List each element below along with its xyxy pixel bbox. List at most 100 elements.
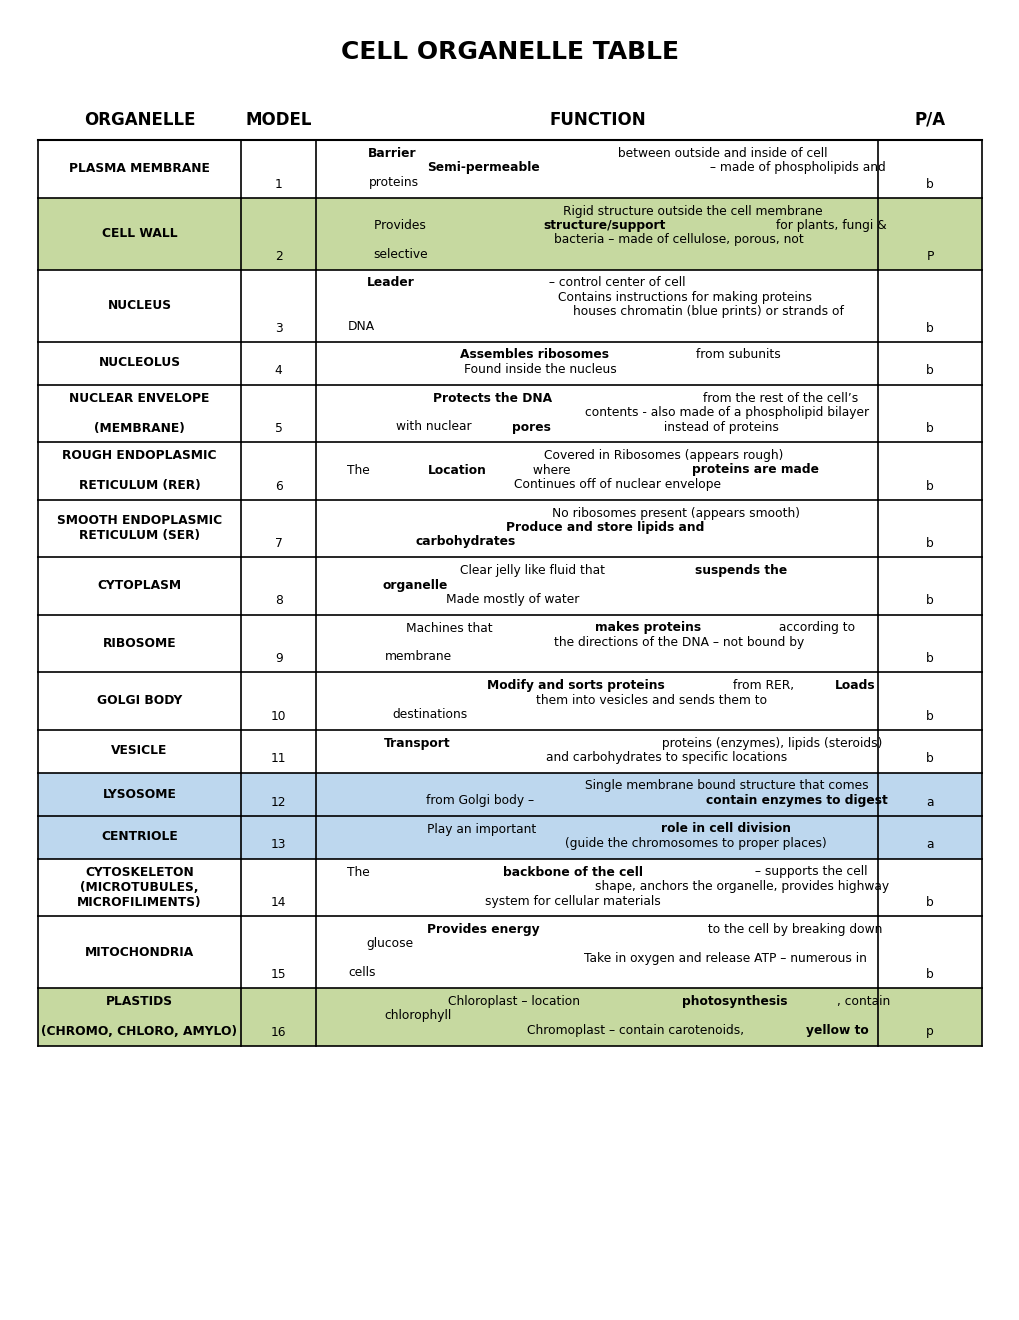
- Text: 2: 2: [274, 249, 282, 263]
- Text: Covered in Ribosomes (appears rough): Covered in Ribosomes (appears rough): [543, 449, 783, 462]
- Text: Made mostly of water: Made mostly of water: [445, 593, 579, 606]
- Text: Barrier: Barrier: [367, 147, 416, 160]
- Text: 10: 10: [271, 710, 286, 722]
- Text: The: The: [346, 463, 373, 477]
- Text: 11: 11: [271, 752, 286, 766]
- Text: 3: 3: [274, 322, 282, 334]
- Bar: [38, 100, 981, 140]
- Text: photosynthesis: photosynthesis: [681, 995, 787, 1008]
- Text: Chromoplast – contain carotenoids,: Chromoplast – contain carotenoids,: [527, 1024, 747, 1038]
- Text: makes proteins: makes proteins: [594, 622, 700, 635]
- Text: between outside and inside of cell: between outside and inside of cell: [613, 147, 826, 160]
- Text: LYSOSOME: LYSOSOME: [103, 788, 176, 800]
- Text: instead of proteins: instead of proteins: [659, 421, 779, 433]
- Text: , contain: , contain: [836, 995, 889, 1008]
- Text: (guide the chromosomes to proper places): (guide the chromosomes to proper places): [565, 837, 825, 850]
- Text: P: P: [925, 249, 932, 263]
- Text: 12: 12: [271, 796, 286, 808]
- Text: Transport: Transport: [384, 737, 450, 750]
- Bar: [38, 269, 981, 342]
- Bar: [38, 858, 981, 916]
- Bar: [38, 499, 981, 557]
- Text: ORGANELLE: ORGANELLE: [84, 111, 195, 129]
- Text: contents - also made of a phospholipid bilayer: contents - also made of a phospholipid b…: [585, 407, 869, 418]
- Text: bacteria – made of cellulose, porous, not: bacteria – made of cellulose, porous, no…: [553, 234, 803, 247]
- Text: Contains instructions for making proteins: Contains instructions for making protein…: [557, 290, 811, 304]
- Text: 13: 13: [271, 838, 286, 851]
- Text: Protects the DNA: Protects the DNA: [432, 392, 551, 404]
- Bar: [38, 140, 981, 198]
- Text: MITOCHONDRIA: MITOCHONDRIA: [85, 945, 194, 958]
- Bar: [38, 198, 981, 269]
- Text: the directions of the DNA – not bound by: the directions of the DNA – not bound by: [553, 636, 804, 649]
- Text: with nuclear: with nuclear: [395, 421, 475, 433]
- Text: Location: Location: [428, 463, 487, 477]
- Text: a: a: [925, 838, 933, 851]
- Text: Provides: Provides: [374, 219, 429, 232]
- Text: organelle: organelle: [382, 578, 448, 591]
- Text: carbohydrates: carbohydrates: [415, 536, 515, 549]
- Bar: [38, 772, 981, 816]
- Bar: [38, 615, 981, 672]
- Text: b: b: [925, 968, 933, 981]
- Bar: [38, 384, 981, 442]
- Text: VESICLE: VESICLE: [111, 744, 167, 758]
- Text: Semi-permeable: Semi-permeable: [426, 161, 539, 174]
- Text: chlorophyll: chlorophyll: [384, 1010, 451, 1023]
- Text: 14: 14: [271, 896, 286, 909]
- Text: The: The: [346, 866, 373, 879]
- Text: where: where: [529, 463, 574, 477]
- Text: ROUGH ENDOPLASMIC

RETICULUM (RER): ROUGH ENDOPLASMIC RETICULUM (RER): [62, 449, 216, 492]
- Text: Continues off of nuclear envelope: Continues off of nuclear envelope: [514, 478, 720, 491]
- Text: b: b: [925, 537, 933, 550]
- Text: 1: 1: [274, 177, 282, 190]
- Text: b: b: [925, 479, 933, 492]
- Text: a: a: [925, 796, 933, 808]
- Text: contain enzymes to digest: contain enzymes to digest: [705, 795, 888, 807]
- Text: P/A: P/A: [914, 111, 945, 129]
- Text: b: b: [925, 652, 933, 665]
- Text: yellow to: yellow to: [805, 1024, 868, 1038]
- Text: Assembles ribosomes: Assembles ribosomes: [460, 348, 608, 362]
- Bar: [38, 816, 981, 858]
- Text: Chloroplast – location: Chloroplast – location: [447, 995, 584, 1008]
- Text: Clear jelly like fluid that: Clear jelly like fluid that: [460, 564, 608, 577]
- Text: – supports the cell: – supports the cell: [750, 866, 867, 879]
- Text: b: b: [925, 322, 933, 334]
- Bar: [38, 916, 981, 987]
- Text: b: b: [925, 364, 933, 378]
- Text: proteins: proteins: [369, 176, 419, 189]
- Text: houses chromatin (blue prints) or strands of: houses chromatin (blue prints) or strand…: [573, 305, 843, 318]
- Text: CYTOPLASM: CYTOPLASM: [98, 579, 181, 593]
- Text: proteins are made: proteins are made: [691, 463, 818, 477]
- Text: SMOOTH ENDOPLASMIC
RETICULUM (SER): SMOOTH ENDOPLASMIC RETICULUM (SER): [57, 515, 222, 543]
- Text: from Golgi body –: from Golgi body –: [426, 795, 538, 807]
- Text: system for cellular materials: system for cellular materials: [485, 895, 660, 908]
- Text: according to: according to: [774, 622, 855, 635]
- Text: from subunits: from subunits: [691, 348, 780, 362]
- Text: p: p: [925, 1026, 933, 1039]
- Bar: [38, 672, 981, 730]
- Text: to the cell by breaking down: to the cell by breaking down: [704, 923, 881, 936]
- Text: from the rest of the cell’s: from the rest of the cell’s: [699, 392, 858, 404]
- Text: 7: 7: [274, 537, 282, 550]
- Text: 6: 6: [274, 479, 282, 492]
- Text: Rigid structure outside the cell membrane: Rigid structure outside the cell membran…: [562, 205, 821, 218]
- Bar: [38, 342, 981, 384]
- Text: Found inside the nucleus: Found inside the nucleus: [464, 363, 616, 376]
- Bar: [38, 730, 981, 772]
- Text: Take in oxygen and release ATP – numerous in: Take in oxygen and release ATP – numerou…: [584, 952, 866, 965]
- Text: Provides energy: Provides energy: [426, 923, 539, 936]
- Text: Machines that: Machines that: [406, 622, 496, 635]
- Text: PLASTIDS

(CHROMO, CHLORO, AMYLO): PLASTIDS (CHROMO, CHLORO, AMYLO): [42, 995, 237, 1039]
- Text: membrane: membrane: [384, 651, 451, 664]
- Text: from RER,: from RER,: [728, 678, 797, 692]
- Text: Play an important: Play an important: [427, 822, 540, 836]
- Text: Produce and store lipids and: Produce and store lipids and: [505, 521, 704, 535]
- Text: 4: 4: [274, 364, 282, 378]
- Text: b: b: [925, 752, 933, 766]
- Text: selective: selective: [373, 248, 427, 261]
- Text: role in cell division: role in cell division: [660, 822, 790, 836]
- Text: CELL ORGANELLE TABLE: CELL ORGANELLE TABLE: [340, 40, 679, 63]
- Text: for plants, fungi &: for plants, fungi &: [770, 219, 886, 232]
